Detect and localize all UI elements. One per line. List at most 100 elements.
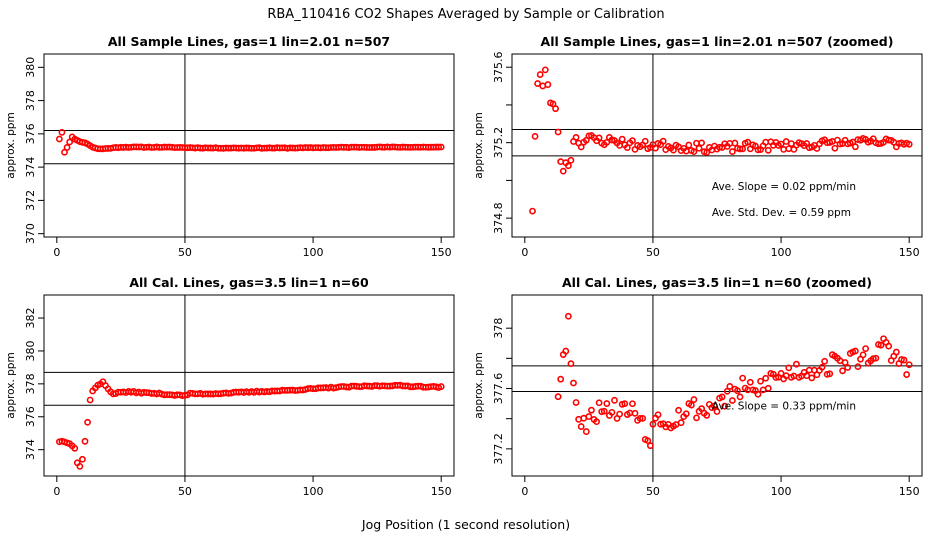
y-axis-label: approx. ppm — [5, 112, 17, 178]
data-point — [608, 408, 616, 416]
data-point — [636, 414, 644, 422]
data-point — [693, 414, 700, 422]
panel-title: All Sample Lines, gas=1 lin=2.01 n=507 — [108, 34, 390, 49]
y-tick-label: 377.2 — [492, 433, 505, 465]
data-point — [639, 414, 647, 422]
data-point — [703, 149, 711, 156]
data-point — [728, 397, 736, 404]
y-tick-label: 375.2 — [492, 127, 505, 159]
data-point — [793, 360, 800, 368]
x-tick-label: 150 — [899, 485, 920, 498]
data-point — [541, 66, 549, 74]
data-point — [435, 143, 443, 151]
data-point — [682, 410, 690, 418]
y-tick-label: 380 — [24, 340, 37, 361]
x-tick-label: 150 — [899, 246, 920, 259]
data-point — [746, 378, 754, 386]
panel-cal-lines-zoomed: All Cal. Lines, gas=3.5 lin=1 n=60 (zoom… — [473, 275, 923, 498]
data-point — [641, 137, 649, 145]
data-point — [675, 406, 682, 414]
data-point — [629, 137, 636, 145]
x-tick-label: 150 — [431, 246, 452, 259]
data-point — [58, 128, 66, 136]
data-point — [872, 354, 880, 362]
data-point — [559, 167, 567, 175]
data-point — [577, 423, 585, 430]
data-point — [554, 393, 562, 401]
data-point — [564, 312, 572, 320]
data-point — [618, 135, 626, 143]
data-point — [437, 383, 445, 390]
y-tick-label: 376 — [24, 123, 37, 144]
data-point — [536, 71, 544, 78]
data-point — [567, 156, 575, 164]
y-tick-label: 372 — [24, 190, 37, 211]
data-point — [600, 407, 608, 415]
plot-frame — [511, 53, 923, 238]
data-point — [821, 357, 829, 365]
data-point — [534, 80, 542, 87]
data-point — [63, 144, 71, 151]
y-axis-label: approx. ppm — [473, 352, 485, 418]
data-point — [659, 137, 667, 145]
data-point — [711, 402, 718, 410]
data-point — [703, 411, 711, 419]
data-point — [851, 347, 859, 355]
data-point — [739, 374, 747, 382]
data-point — [754, 390, 762, 398]
data-point — [826, 370, 834, 378]
y-tick-label: 370 — [24, 223, 37, 244]
x-axis-label: Jog Position (1 second resolution) — [361, 517, 570, 532]
data-point — [859, 351, 867, 359]
x-tick-label: 0 — [521, 485, 528, 498]
data-point — [552, 105, 559, 113]
data-point — [905, 140, 913, 148]
data-point — [631, 409, 639, 417]
data-point — [854, 363, 862, 371]
data-point — [554, 128, 562, 136]
data-point — [595, 134, 603, 142]
data-point — [685, 141, 693, 149]
data-point — [572, 399, 580, 406]
data-point — [629, 400, 636, 408]
y-tick-label: 374 — [24, 157, 37, 178]
y-tick-label: 375.6 — [492, 51, 505, 83]
data-point — [603, 138, 611, 146]
data-point — [84, 418, 91, 426]
panel-cal-lines: All Cal. Lines, gas=3.5 lin=1 n=60 0 50 100… — [5, 275, 455, 498]
x-tick-label: 100 — [303, 246, 324, 259]
data-point — [734, 387, 741, 395]
data-point — [718, 393, 726, 401]
data-point — [841, 359, 849, 366]
x-tick-label: 50 — [178, 246, 192, 259]
data-point — [862, 345, 870, 353]
x-tick-label: 50 — [178, 485, 192, 498]
x-tick-label: 150 — [431, 485, 452, 498]
y-tick-label: 380 — [24, 57, 37, 78]
data-point — [81, 437, 89, 445]
data-point — [690, 148, 698, 156]
data-point — [903, 371, 911, 378]
plot-frame — [43, 53, 455, 238]
data-point — [621, 400, 629, 408]
data-point — [900, 356, 908, 364]
y-tick-label: 378 — [492, 318, 505, 339]
panel-sample-lines: All Sample Lines, gas=1 lin=2.01 n=507 0 5… — [5, 34, 455, 259]
plot-frame — [43, 294, 455, 477]
data-point — [616, 410, 624, 418]
panel-title: All Sample Lines, gas=1 lin=2.01 n=507 (… — [541, 34, 894, 49]
data-point — [437, 143, 445, 151]
data-point — [905, 361, 913, 369]
data-point — [79, 455, 86, 463]
y-axis-label: approx. ppm — [473, 112, 485, 178]
data-point — [716, 143, 723, 151]
data-point — [690, 396, 698, 403]
data-point — [698, 139, 706, 147]
data-point — [721, 402, 729, 410]
data-point — [728, 148, 736, 155]
data-point — [762, 374, 770, 382]
x-tick-label: 0 — [53, 246, 60, 259]
data-point — [572, 133, 580, 141]
data-point — [570, 379, 577, 387]
data-point — [670, 146, 677, 154]
